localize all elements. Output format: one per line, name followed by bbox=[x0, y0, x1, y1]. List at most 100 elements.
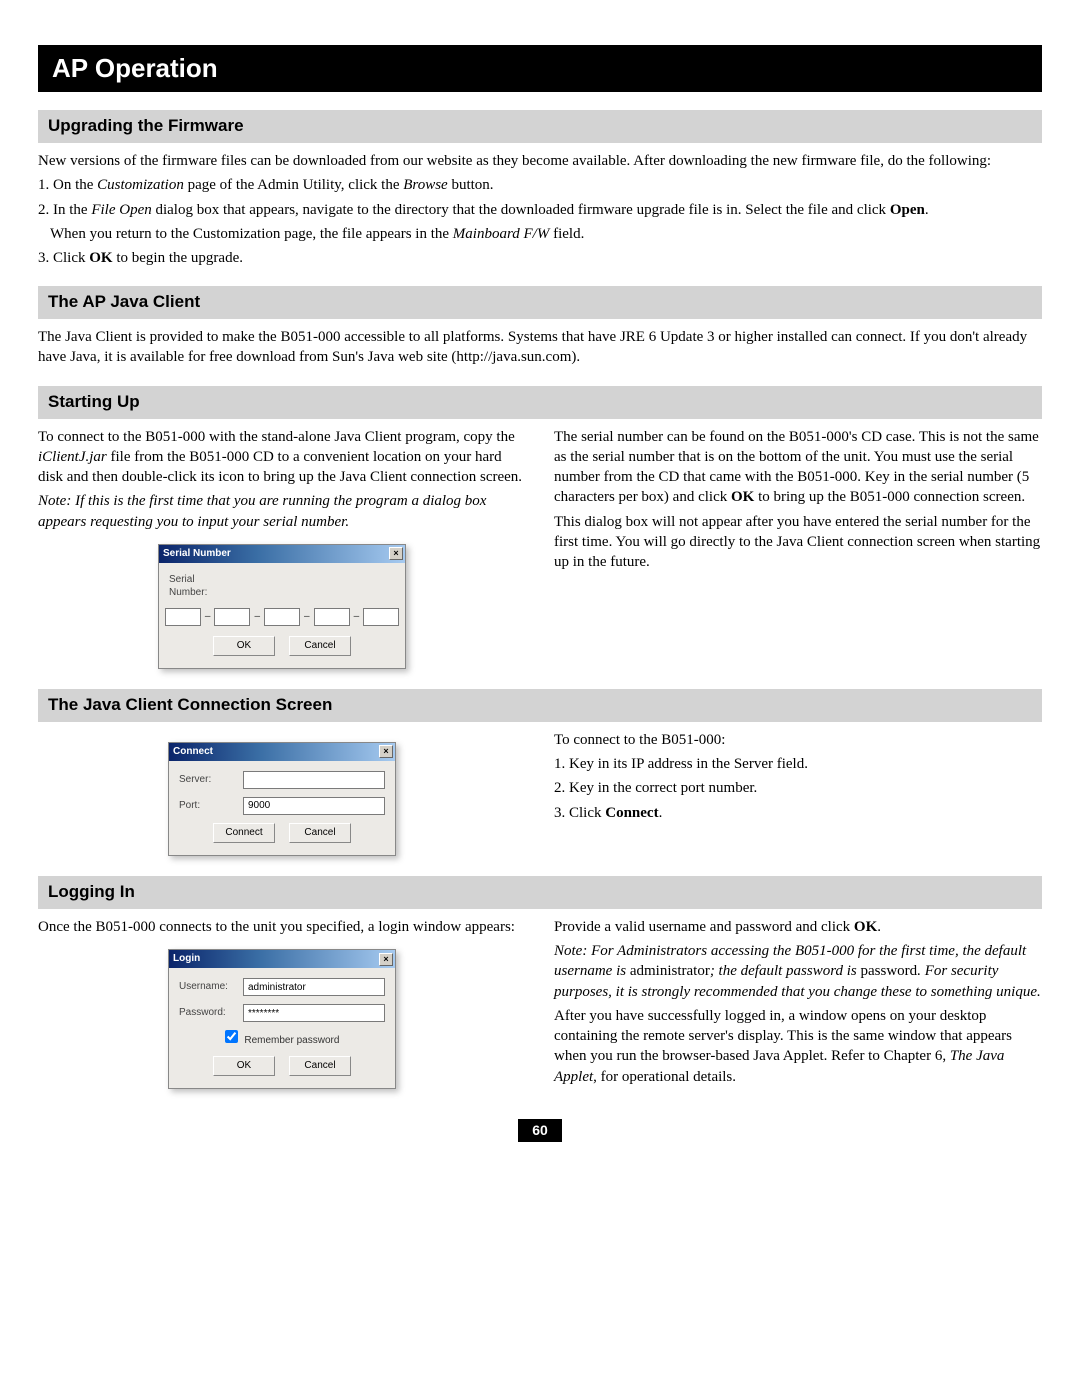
close-icon[interactable]: × bbox=[389, 547, 403, 560]
conn-intro: To connect to the B051-000: bbox=[554, 730, 1042, 750]
text: dialog box that appears, navigate to the… bbox=[152, 202, 890, 218]
text-em: Mainboard F/W bbox=[453, 226, 550, 242]
username-input[interactable] bbox=[243, 978, 385, 996]
login-right-p3: After you have successfully logged in, a… bbox=[554, 1006, 1042, 1087]
firmware-step-1: 1. On the Customization page of the Admi… bbox=[38, 175, 1042, 195]
chapter-title: AP Operation bbox=[38, 45, 1042, 92]
text-bold: OK bbox=[731, 489, 754, 505]
text: button. bbox=[448, 177, 494, 193]
starting-right-p2: This dialog box will not appear after yo… bbox=[554, 512, 1042, 573]
login-title: Login bbox=[173, 952, 200, 966]
text: . bbox=[925, 202, 929, 218]
conn-right-col: To connect to the B051-000: 1. Key in it… bbox=[554, 730, 1042, 858]
text-bold: OK bbox=[89, 250, 112, 266]
starting-columns: To connect to the B051-000 with the stan… bbox=[38, 427, 1042, 671]
text: administrator bbox=[630, 963, 710, 979]
page-number-wrap: 60 bbox=[38, 1119, 1042, 1142]
login-columns: Once the B051-000 connects to the unit y… bbox=[38, 917, 1042, 1091]
text-em: Note: If this is the first time that you… bbox=[38, 493, 486, 529]
section-login-header: Logging In bbox=[38, 876, 1042, 909]
javaclient-text: The Java Client is provided to make the … bbox=[38, 327, 1042, 368]
firmware-intro: New versions of the firmware files can b… bbox=[38, 151, 1042, 171]
login-left-col: Once the B051-000 connects to the unit y… bbox=[38, 917, 526, 1091]
login-titlebar: Login × bbox=[169, 950, 395, 968]
login-ok-button[interactable]: OK bbox=[213, 1056, 275, 1076]
conn-left-col: Connect × Server: Port: Connect Cancel bbox=[38, 730, 526, 858]
text: After you have successfully logged in, a… bbox=[554, 1008, 1012, 1065]
text: . bbox=[877, 919, 881, 935]
text: 3. Click bbox=[554, 805, 605, 821]
starting-right-col: The serial number can be found on the B0… bbox=[554, 427, 1042, 671]
serial-box-2[interactable] bbox=[214, 608, 250, 626]
username-label: Username: bbox=[179, 980, 237, 994]
text: field. bbox=[549, 226, 584, 242]
section-javaclient-header: The AP Java Client bbox=[38, 286, 1042, 319]
text-em: iClientJ.jar bbox=[38, 449, 107, 465]
starting-right-p1: The serial number can be found on the B0… bbox=[554, 427, 1042, 508]
firmware-step-2: 2. In the File Open dialog box that appe… bbox=[38, 200, 1042, 220]
text-bold: Connect bbox=[605, 805, 658, 821]
login-right-p1: Provide a valid username and password an… bbox=[554, 917, 1042, 937]
conn-columns: Connect × Server: Port: Connect Cancel bbox=[38, 730, 1042, 858]
conn-step-1: 1. Key in its IP address in the Server f… bbox=[554, 754, 1042, 774]
text: 1. On the bbox=[38, 177, 97, 193]
text-em: Customization bbox=[97, 177, 184, 193]
server-input[interactable] bbox=[243, 771, 385, 789]
section-firmware-header: Upgrading the Firmware bbox=[38, 110, 1042, 143]
serial-dialog: Serial Number × Serial Number: – – – – O… bbox=[158, 544, 406, 669]
login-right-col: Provide a valid username and password an… bbox=[554, 917, 1042, 1091]
text: file from the B051-000 CD to a convenien… bbox=[38, 449, 522, 485]
close-icon[interactable]: × bbox=[379, 745, 393, 758]
serial-box-3[interactable] bbox=[264, 608, 300, 626]
text: to bring up the B051-000 connection scre… bbox=[754, 489, 1025, 505]
text: . bbox=[659, 805, 663, 821]
text: page of the Admin Utility, click the bbox=[184, 177, 403, 193]
text: 2. In the bbox=[38, 202, 91, 218]
firmware-step-3: 3. Click OK to begin the upgrade. bbox=[38, 248, 1042, 268]
text-em: Browse bbox=[403, 177, 447, 193]
server-label: Server: bbox=[179, 773, 237, 787]
firmware-step-2b: When you return to the Customization pag… bbox=[50, 224, 1042, 244]
serial-titlebar: Serial Number × bbox=[159, 545, 405, 563]
section-conn-header: The Java Client Connection Screen bbox=[38, 689, 1042, 722]
port-input[interactable] bbox=[243, 797, 385, 815]
serial-input-row: – – – – bbox=[169, 608, 395, 626]
login-right-note: Note: For Administrators accessing the B… bbox=[554, 941, 1042, 1002]
text: 3. Click bbox=[38, 250, 89, 266]
text-em: File Open bbox=[91, 202, 151, 218]
firmware-body: New versions of the firmware files can b… bbox=[38, 151, 1042, 268]
text: password bbox=[861, 963, 918, 979]
text: , for operational details. bbox=[593, 1069, 736, 1085]
text: To connect to the B051-000 with the stan… bbox=[38, 429, 515, 445]
text-bold: OK bbox=[854, 919, 877, 935]
starting-left-col: To connect to the B051-000 with the stan… bbox=[38, 427, 526, 671]
conn-step-2: 2. Key in the correct port number. bbox=[554, 778, 1042, 798]
password-input[interactable] bbox=[243, 1004, 385, 1022]
serial-cancel-button[interactable]: Cancel bbox=[289, 636, 351, 656]
text: to begin the upgrade. bbox=[113, 250, 243, 266]
port-label: Port: bbox=[179, 799, 237, 813]
connect-cancel-button[interactable]: Cancel bbox=[289, 823, 351, 843]
serial-title: Serial Number bbox=[163, 547, 231, 561]
serial-ok-button[interactable]: OK bbox=[213, 636, 275, 656]
serial-box-1[interactable] bbox=[165, 608, 201, 626]
page-number: 60 bbox=[518, 1119, 562, 1142]
serial-box-5[interactable] bbox=[363, 608, 399, 626]
login-left-text: Once the B051-000 connects to the unit y… bbox=[38, 917, 526, 937]
connect-title: Connect bbox=[173, 745, 213, 759]
text: Provide a valid username and password an… bbox=[554, 919, 854, 935]
connect-button[interactable]: Connect bbox=[213, 823, 275, 843]
connect-titlebar: Connect × bbox=[169, 743, 395, 761]
remember-checkbox[interactable] bbox=[225, 1030, 238, 1043]
text-em: ; the default password is bbox=[710, 963, 861, 979]
serial-label: Serial Number: bbox=[169, 573, 231, 600]
text: When you return to the Customization pag… bbox=[50, 226, 453, 242]
password-label: Password: bbox=[179, 1006, 237, 1020]
starting-left-p1: To connect to the B051-000 with the stan… bbox=[38, 427, 526, 488]
remember-label: Remember password bbox=[244, 1035, 339, 1046]
serial-box-4[interactable] bbox=[314, 608, 350, 626]
close-icon[interactable]: × bbox=[379, 953, 393, 966]
login-cancel-button[interactable]: Cancel bbox=[289, 1056, 351, 1076]
section-starting-header: Starting Up bbox=[38, 386, 1042, 419]
text-bold: Open bbox=[890, 202, 925, 218]
